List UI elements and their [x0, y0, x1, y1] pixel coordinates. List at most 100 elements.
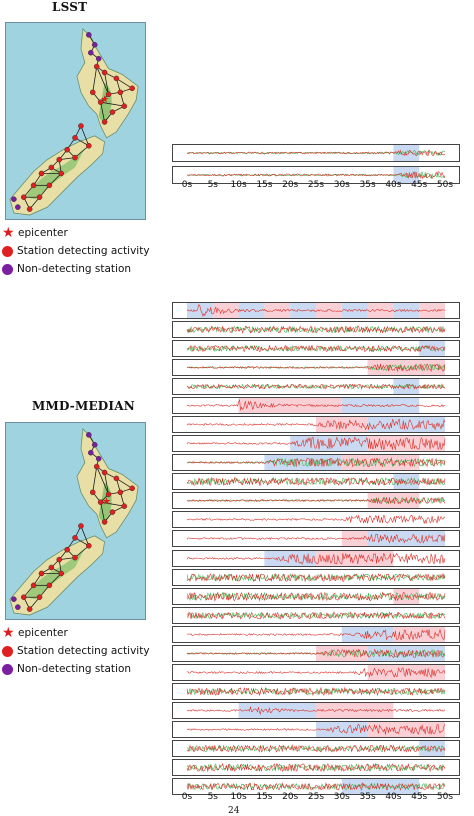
detecting-station-marker	[38, 570, 45, 577]
time-tick-label: 25s	[307, 180, 325, 190]
detection-window	[367, 360, 445, 376]
detecting-station-marker	[89, 489, 96, 496]
detection-window	[341, 303, 368, 318]
detection-window	[341, 531, 368, 547]
detecting-station-marker	[129, 485, 135, 492]
detecting-station-marker	[46, 582, 53, 589]
seismogram-trace	[172, 758, 460, 776]
green-waveform	[186, 383, 446, 390]
green-waveform	[186, 344, 446, 353]
detecting-station-marker	[78, 523, 84, 529]
time-tick-label: 25s	[307, 792, 325, 802]
time-tick-label: 40s	[385, 792, 402, 802]
detection-window	[367, 664, 445, 680]
network-edge	[116, 78, 133, 89]
non-detecting-station-marker	[95, 55, 102, 62]
non-detecting-station-marker	[86, 32, 92, 38]
detecting-station-marker	[97, 499, 104, 505]
detecting-station-marker	[86, 142, 92, 149]
green-waveform	[186, 687, 446, 696]
detection-window	[316, 303, 342, 318]
detecting-station-marker	[86, 542, 92, 549]
detecting-station-marker	[113, 75, 120, 82]
red-waveform	[186, 514, 446, 525]
time-tick-label: 10s	[230, 792, 247, 802]
time-tick-label: 20s	[282, 180, 299, 190]
non-detecting-station-marker	[91, 442, 98, 448]
network-edge	[116, 478, 133, 489]
nz-station-map-lsst: ★	[5, 22, 146, 220]
time-tick-label: 30s	[333, 180, 350, 190]
network-edge	[92, 66, 98, 93]
detecting-station-marker	[58, 170, 64, 177]
red-dot-icon	[2, 645, 13, 657]
detection-window	[393, 474, 420, 490]
non-detecting-station-marker	[15, 604, 21, 610]
north-island	[76, 28, 139, 139]
legend-item-non-detecting: Non-detecting station	[2, 260, 150, 278]
seismogram-trace	[172, 644, 460, 662]
detecting-station-marker	[101, 519, 108, 525]
red-waveform	[186, 762, 446, 773]
network-edge	[49, 573, 62, 586]
seismogram-trace	[172, 473, 460, 491]
detection-window	[419, 341, 445, 357]
red-waveform	[186, 383, 446, 390]
time-tick-label: 20s	[282, 792, 299, 802]
detecting-station-marker	[109, 109, 116, 115]
seismogram-trace	[172, 549, 460, 567]
detecting-station-marker	[48, 164, 55, 171]
green-waveform	[186, 591, 446, 601]
detection-window	[341, 626, 394, 642]
detection-window	[367, 417, 445, 433]
detecting-station-marker	[97, 99, 104, 105]
purple-dot-icon	[2, 663, 13, 675]
detecting-station-marker	[36, 594, 43, 600]
time-tick-label: 45s	[411, 180, 428, 190]
detecting-station-marker	[93, 63, 100, 70]
red-waveform	[186, 552, 446, 565]
seismogram-trace	[172, 454, 460, 472]
seismogram-trace	[172, 587, 460, 605]
legend-label: epicenter	[18, 227, 68, 239]
red-waveform	[186, 782, 446, 791]
legend-lsst: ★ epicenter Station detecting activity No…	[2, 224, 150, 278]
detecting-station-marker	[121, 103, 128, 109]
time-tick-label: 5s	[207, 792, 219, 802]
page-number: 24	[228, 806, 240, 816]
red-waveform	[186, 418, 446, 431]
seismogram-trace	[172, 302, 460, 319]
red-waveform	[186, 477, 446, 487]
detecting-station-marker	[26, 206, 33, 212]
seismogram-trace	[172, 321, 460, 339]
time-tick-label: 15s	[256, 180, 273, 190]
red-waveform	[186, 399, 446, 411]
red-waveform	[186, 457, 446, 468]
seismogram-trace	[172, 511, 460, 529]
red-waveform	[186, 590, 446, 602]
red-waveform	[186, 496, 446, 505]
network-edge	[100, 102, 105, 123]
red-waveform	[187, 170, 446, 180]
seismogram-trace	[172, 416, 460, 434]
star-icon: ★	[2, 624, 15, 641]
seismogram-trace	[172, 166, 460, 184]
detecting-station-marker	[64, 546, 70, 553]
non-detecting-station-marker	[11, 596, 17, 602]
network-edge	[100, 502, 105, 523]
seismogram-trace	[172, 397, 460, 415]
seismogram-trace	[172, 739, 460, 757]
seismogram-trace	[172, 492, 460, 510]
detecting-station-marker	[113, 475, 120, 482]
green-waveform	[187, 458, 446, 468]
purple-dot-icon	[2, 263, 13, 275]
red-waveform	[186, 648, 446, 658]
non-detecting-station-marker	[11, 196, 17, 202]
detecting-station-marker	[105, 491, 112, 498]
time-tick-label: 10s	[230, 180, 247, 190]
seismogram-trace	[172, 701, 460, 719]
red-waveform	[186, 686, 446, 696]
legend-item-non-detecting: Non-detecting station	[2, 660, 150, 678]
green-waveform	[186, 763, 446, 772]
detection-window	[187, 303, 213, 318]
